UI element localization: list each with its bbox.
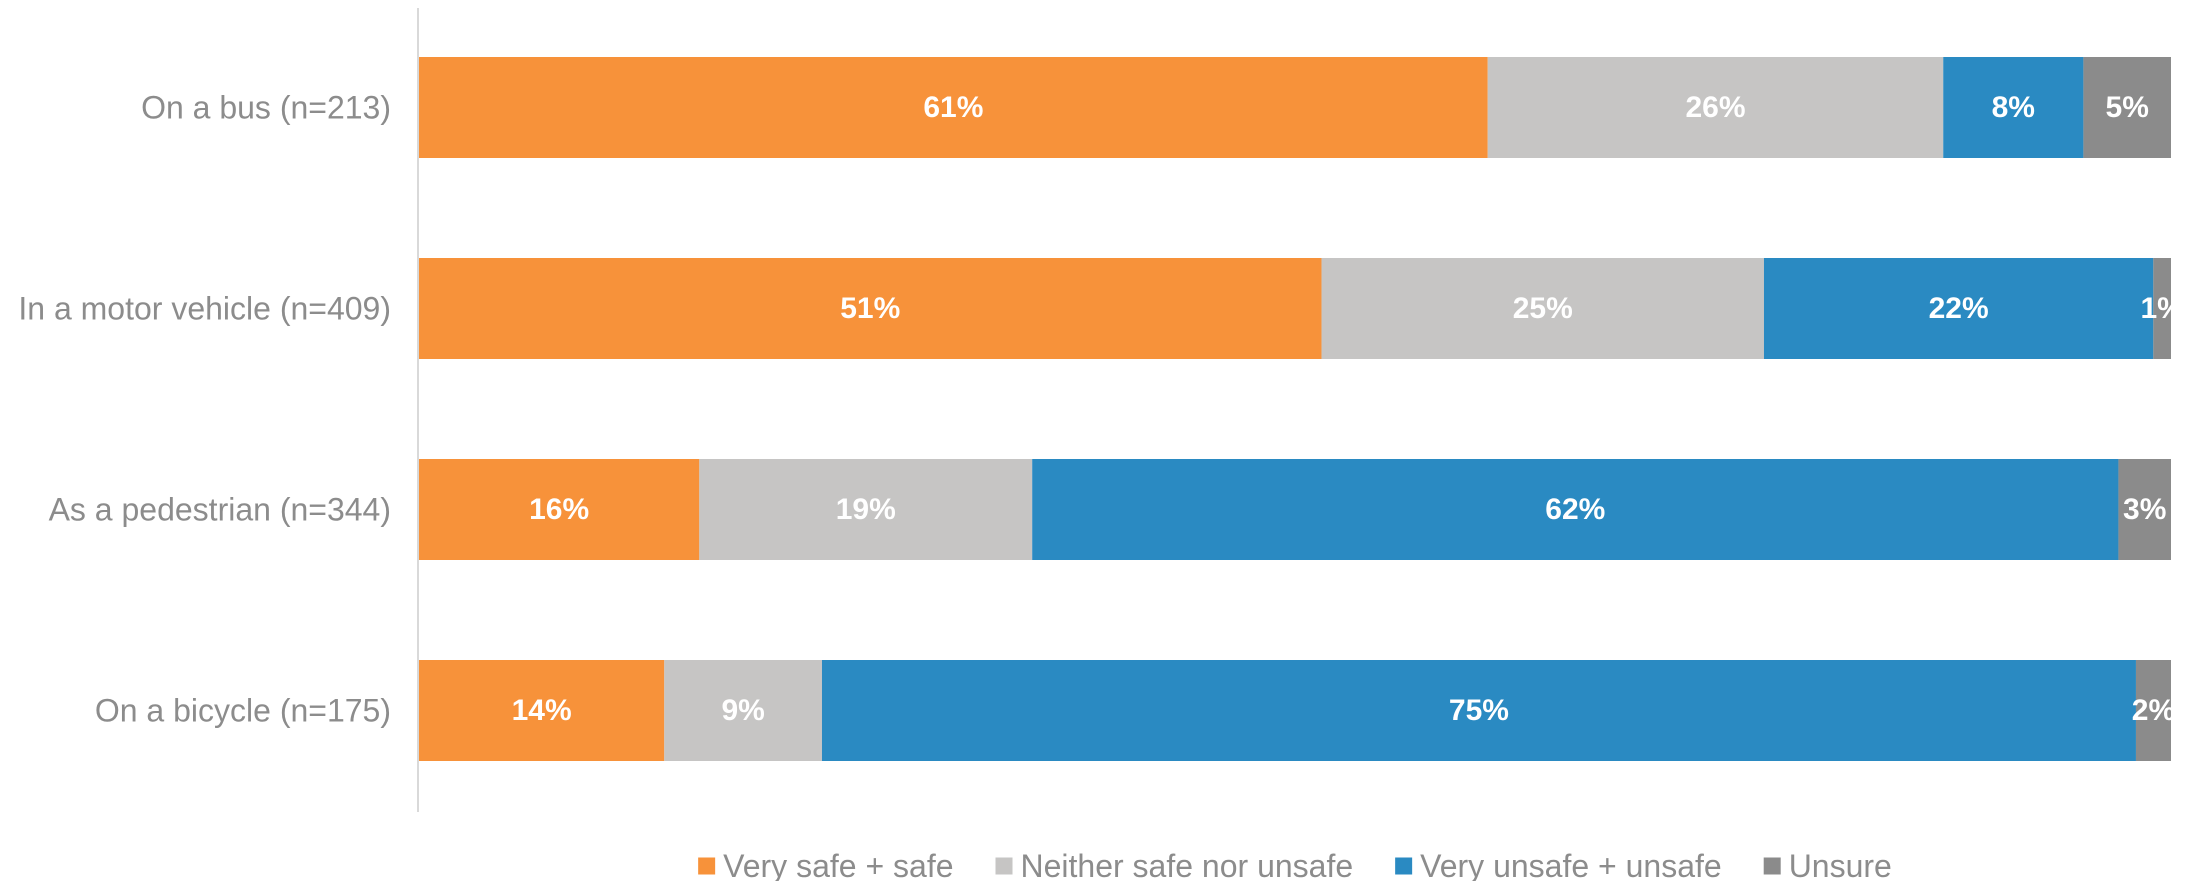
bar-row: 16% 19% 62% 3% — [419, 459, 2171, 560]
data-label: 51% — [840, 292, 900, 325]
bar-segment — [2118, 459, 2171, 560]
category-labels-layer: On a bus (n=213) In a motor vehicle (n=40… — [18, 90, 391, 729]
bar-row: 14% 9% 75% 2% — [419, 660, 2175, 761]
category-label: In a motor vehicle (n=409) — [18, 291, 391, 327]
category-label: On a bus (n=213) — [141, 90, 391, 126]
category-label: As a pedestrian (n=344) — [49, 492, 391, 528]
data-label: 19% — [836, 493, 896, 526]
bar-segment — [821, 660, 2136, 761]
data-label: 8% — [1992, 91, 2035, 124]
bar-segment — [1487, 57, 1944, 158]
legend: Very safe + safe Neither safe nor unsafe V… — [698, 848, 1892, 881]
data-label: 2% — [2132, 694, 2175, 727]
legend-swatch — [1395, 857, 1413, 875]
legend-label: Very unsafe + unsafe — [1420, 848, 1722, 881]
bar-segment — [699, 459, 1033, 560]
bar-segment — [2135, 660, 2171, 761]
bar-segment — [419, 258, 1322, 359]
data-label: 14% — [512, 694, 572, 727]
bar-row: 61% 26% 8% 5% — [419, 57, 2171, 158]
legend-label: Very safe + safe — [723, 848, 953, 881]
bar-segment — [419, 57, 1488, 158]
data-label: 3% — [2123, 493, 2166, 526]
data-label: 75% — [1449, 694, 1509, 727]
bar-segment — [419, 660, 665, 761]
bars-layer: 61% 26% 8% 5% 51% 25% 22% 1% 16% 19% 62% 3% 14% 9% 75%… — [419, 57, 2184, 761]
legend-item: Unsure — [1763, 848, 1892, 881]
bar-segment — [664, 660, 822, 761]
bar-segment — [2083, 57, 2171, 158]
data-label: 9% — [721, 694, 764, 727]
legend-label: Unsure — [1789, 848, 1892, 881]
bar-segment — [419, 459, 700, 560]
data-label: 26% — [1685, 91, 1745, 124]
data-label: 5% — [2106, 91, 2149, 124]
legend-swatch — [995, 857, 1013, 875]
legend-label: Neither safe nor unsafe — [1021, 848, 1354, 881]
bar-segment — [1763, 258, 2154, 359]
bar-segment — [1321, 258, 1764, 359]
bar-row: 51% 25% 22% 1% — [419, 258, 2184, 359]
data-label: 62% — [1545, 493, 1605, 526]
bar-segment — [1032, 459, 2119, 560]
category-label: On a bicycle (n=175) — [95, 693, 391, 729]
legend-item: Neither safe nor unsafe — [995, 848, 1354, 881]
data-label: 16% — [529, 493, 589, 526]
bar-segment — [2153, 258, 2171, 359]
data-label: 1% — [2140, 292, 2183, 325]
legend-item: Very unsafe + unsafe — [1395, 848, 1722, 881]
data-label: 25% — [1513, 292, 1573, 325]
legend-swatch — [698, 857, 716, 875]
bar-segment — [1943, 57, 2084, 158]
data-label: 22% — [1929, 292, 1989, 325]
legend-swatch — [1763, 857, 1781, 875]
legend-item: Very safe + safe — [698, 848, 954, 881]
data-label: 61% — [923, 91, 983, 124]
